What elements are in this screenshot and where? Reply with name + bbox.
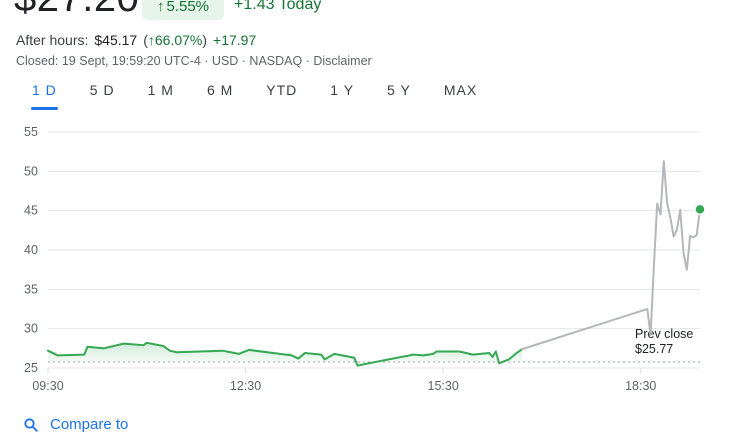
tab-1y[interactable]: 1 Y bbox=[330, 82, 355, 98]
y-tick-label: 30 bbox=[24, 322, 38, 336]
change-today: +1.43 Today bbox=[234, 0, 322, 13]
after-hours-label: After hours: bbox=[16, 32, 89, 48]
tab-ytd[interactable]: YTD bbox=[266, 82, 298, 98]
change-percent-badge: ↑ 5.55% bbox=[142, 0, 224, 20]
y-tick-label: 45 bbox=[24, 204, 38, 218]
compare-to-label: Compare to bbox=[50, 416, 129, 433]
market-status-line: Closed: 19 Sept, 19:59:20 UTC-4 · USD · … bbox=[16, 54, 372, 68]
tab-max[interactable]: MAX bbox=[443, 82, 478, 98]
after-hours-percent: 66.07% bbox=[154, 32, 203, 48]
y-tick-label: 50 bbox=[24, 164, 38, 178]
tab-6m[interactable]: 6 M bbox=[206, 82, 234, 98]
arrow-up-icon: ↑ bbox=[147, 32, 155, 48]
range-tabs: 1 D 5 D 1 M 6 M YTD 1 Y 5 Y MAX bbox=[20, 80, 498, 110]
x-tick-label: 12:30 bbox=[230, 379, 261, 393]
price-chart[interactable]: 25 30 35 40 45 50 55 09:30 12:30 15:30 18:30 Prev c… bbox=[0, 118, 750, 403]
change-percent: 5.55% bbox=[166, 0, 210, 15]
prev-close-value: $25.77 bbox=[635, 342, 673, 356]
tab-5y[interactable]: 5 Y bbox=[387, 82, 411, 98]
current-point-marker bbox=[694, 203, 706, 216]
prev-close-label: Prev close bbox=[635, 327, 693, 341]
y-tick-label: 40 bbox=[24, 243, 38, 257]
y-tick-label: 35 bbox=[24, 282, 38, 296]
tab-1d[interactable]: 1 D bbox=[20, 80, 69, 110]
after-hours-line: After hours: $45.17 (↑66.07%) +17.97 bbox=[16, 32, 257, 48]
tab-5d[interactable]: 5 D bbox=[89, 82, 115, 98]
x-tick-label: 15:30 bbox=[428, 379, 459, 393]
arrow-up-icon: ↑ bbox=[156, 0, 165, 15]
closed-info: Closed: 19 Sept, 19:59:20 UTC-4 · USD · … bbox=[16, 54, 314, 68]
after-hours-change: +17.97 bbox=[213, 32, 257, 48]
y-tick-label: 25 bbox=[24, 361, 38, 375]
regular-session-line bbox=[47, 341, 524, 367]
after-hours-price: $45.17 bbox=[94, 32, 138, 48]
after-hours-line bbox=[521, 160, 701, 351]
y-tick-label: 55 bbox=[24, 125, 38, 139]
search-icon bbox=[24, 417, 38, 432]
x-tick-label: 18:30 bbox=[625, 379, 656, 393]
x-tick-label: 09:30 bbox=[32, 379, 63, 393]
tab-1m[interactable]: 1 M bbox=[147, 82, 174, 98]
compare-to-button[interactable]: Compare to bbox=[24, 416, 128, 433]
disclaimer-link[interactable]: Disclaimer bbox=[313, 54, 372, 68]
current-price: $27.20 bbox=[14, 0, 139, 21]
